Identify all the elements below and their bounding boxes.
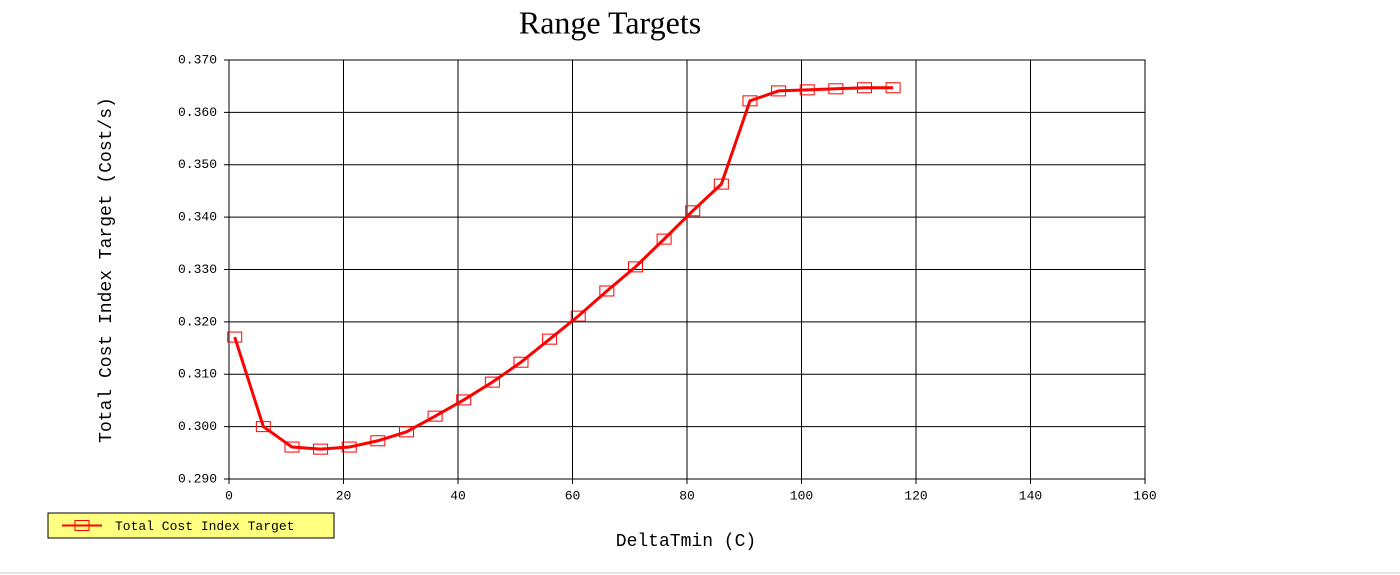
x-axis-label: DeltaTmin (C) bbox=[616, 532, 756, 552]
x-tick-label: 140 bbox=[1019, 488, 1042, 503]
data-point bbox=[599, 285, 615, 297]
data-point bbox=[570, 310, 586, 322]
data-point bbox=[227, 331, 243, 343]
data-point bbox=[484, 376, 500, 388]
x-tick-label: 40 bbox=[450, 488, 466, 503]
plot-border bbox=[228, 59, 1146, 480]
data-point bbox=[885, 82, 901, 94]
data-point bbox=[370, 435, 386, 447]
data-point bbox=[627, 261, 643, 273]
legend-marker bbox=[74, 520, 90, 531]
x-tick-label: 60 bbox=[565, 488, 581, 503]
x-tick-label: 20 bbox=[336, 488, 352, 503]
data-point bbox=[255, 421, 271, 433]
y-tick-label: 0.370 bbox=[178, 52, 217, 67]
data-point bbox=[656, 233, 672, 245]
data-point bbox=[742, 95, 758, 107]
x-tick-label: 0 bbox=[225, 488, 233, 503]
y-tick-label: 0.290 bbox=[178, 471, 217, 486]
x-tick-label: 160 bbox=[1133, 488, 1156, 503]
chart-title: Range Targets bbox=[519, 4, 701, 40]
y-tick-label: 0.320 bbox=[178, 314, 217, 329]
data-point bbox=[828, 83, 844, 95]
y-tick-label: 0.300 bbox=[178, 419, 217, 434]
y-tick-label: 0.330 bbox=[178, 262, 217, 277]
data-point bbox=[799, 84, 815, 96]
data-point bbox=[456, 394, 472, 406]
y-tick-label: 0.340 bbox=[178, 210, 217, 225]
data-point bbox=[856, 82, 872, 94]
data-point bbox=[313, 443, 329, 455]
series-line bbox=[233, 86, 894, 451]
x-tick-label: 120 bbox=[904, 488, 927, 503]
data-point bbox=[542, 333, 558, 345]
y-axis-label: Total Cost Index Target (Cost/s) bbox=[97, 97, 117, 443]
data-point bbox=[713, 178, 729, 190]
data-point bbox=[398, 426, 414, 438]
x-tick-label: 80 bbox=[679, 488, 695, 503]
data-point bbox=[341, 441, 357, 453]
y-tick-label: 0.350 bbox=[178, 157, 217, 172]
data-point bbox=[427, 410, 443, 422]
data-point bbox=[771, 85, 787, 97]
data-point bbox=[685, 205, 701, 217]
legend-label: Total Cost Index Target bbox=[115, 519, 294, 534]
y-tick-label: 0.310 bbox=[178, 367, 217, 382]
legend: Total Cost Index Target bbox=[47, 512, 335, 539]
data-point bbox=[284, 441, 300, 453]
x-tick-label: 100 bbox=[790, 488, 813, 503]
data-point bbox=[513, 356, 529, 368]
y-tick-label: 0.360 bbox=[178, 105, 217, 120]
